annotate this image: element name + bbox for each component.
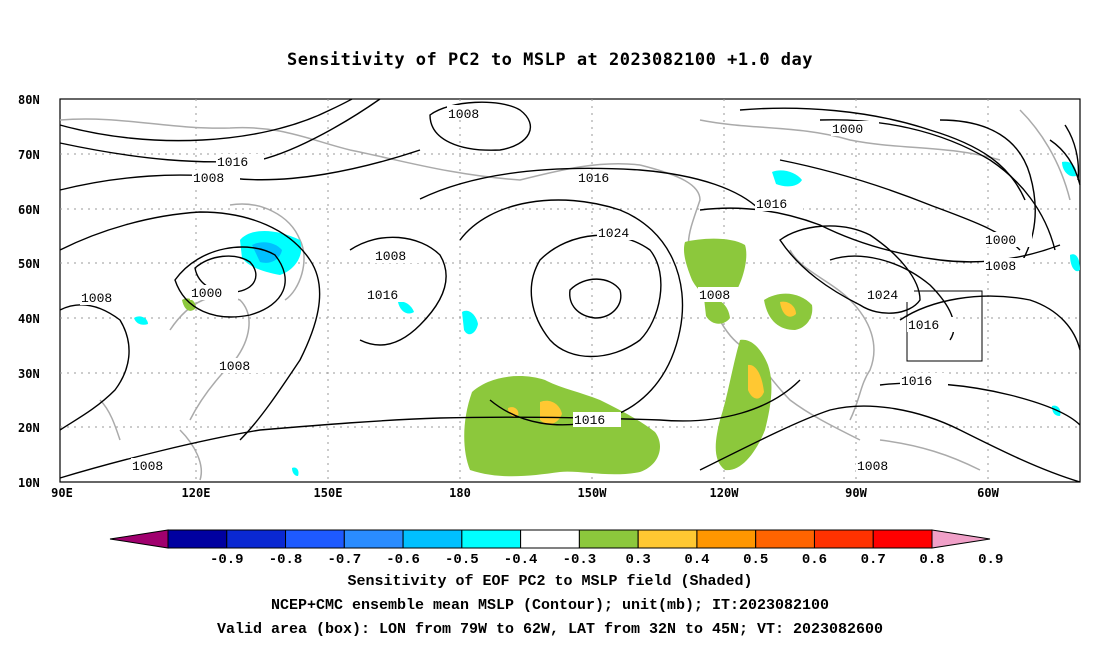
colorbar-box <box>167 529 228 549</box>
contour-label: 1016 <box>901 374 932 389</box>
colorbar-tick-label: 0.9 <box>978 552 1003 568</box>
contour-label: 1024 <box>598 226 629 241</box>
contour-label: 1008 <box>448 107 479 122</box>
colorbar-box <box>578 529 639 549</box>
lat-label: 30N <box>18 367 40 381</box>
lat-label: 20N <box>18 421 40 435</box>
colorbar-box <box>285 529 345 549</box>
lon-label: 150W <box>578 486 608 500</box>
lon-label: 90E <box>51 486 73 500</box>
colorbar-tick-label: -0.4 <box>504 552 538 568</box>
lon-label: 120E <box>182 486 211 500</box>
lat-label: 50N <box>18 257 40 271</box>
contour-label: 1008 <box>132 459 163 474</box>
contour-label: 1008 <box>857 459 888 474</box>
colorbar-tick-label: 0.7 <box>861 552 886 568</box>
contour-label: 1024 <box>867 288 898 303</box>
lon-label: 120W <box>710 486 740 500</box>
colorbar-box <box>637 529 698 549</box>
contour-label: 1016 <box>367 288 398 303</box>
colorbar-box <box>872 529 933 549</box>
contour-labels: 1008 1016 1008 1008 1000 1008 1008 1008 … <box>80 105 1032 474</box>
contour-label: 1000 <box>832 122 863 137</box>
contour-label: 1000 <box>191 286 222 301</box>
negative-patch <box>462 310 478 335</box>
positive-patch <box>464 376 660 477</box>
colorbar-tick-label: -0.3 <box>563 552 597 568</box>
lat-label: 60N <box>18 203 40 217</box>
positive-patch <box>683 238 747 302</box>
colorbar-tick-label: -0.6 <box>386 552 420 568</box>
shaded-sensitivity <box>134 161 1080 477</box>
footer-line-1: Sensitivity of EOF PC2 to MSLP field (Sh… <box>347 573 753 590</box>
colorbar-box <box>402 529 463 549</box>
contour-label: 1008 <box>219 359 250 374</box>
positive-patch <box>182 298 196 311</box>
negative-patch <box>252 242 282 263</box>
lon-label: 180 <box>449 486 471 500</box>
longitude-axis: 90E 120E 150E 180 150W 120W 90W 60W <box>51 486 999 500</box>
lat-label: 40N <box>18 312 40 326</box>
colorbar-tick-label: -0.5 <box>445 552 479 568</box>
colorbar-tick-label: 0.4 <box>684 552 709 568</box>
negative-patch <box>134 316 148 325</box>
colorbar-arrow-low <box>109 529 169 549</box>
colorbar-box <box>520 529 580 549</box>
negative-patch <box>1070 254 1080 272</box>
negative-patch <box>292 467 299 476</box>
negative-patch <box>398 301 414 314</box>
contour-label: 1016 <box>578 171 609 186</box>
positive-patch <box>780 301 796 317</box>
colorbar-tick-label: 0.8 <box>919 552 944 568</box>
positive-patch <box>704 297 730 324</box>
map-title: Sensitivity of PC2 to MSLP at 2023082100… <box>286 50 813 70</box>
contour-label: 1008 <box>81 291 112 306</box>
contour-label: 1008 <box>699 288 730 303</box>
latitude-axis: 80N 70N 60N 50N 40N 30N 20N 10N <box>18 93 40 490</box>
colorbar-tick-label: -0.7 <box>328 552 362 568</box>
contour-label: 1000 <box>985 233 1016 248</box>
lat-label: 70N <box>18 148 40 162</box>
footer-line-3: Valid area (box): LON from 79W to 62W, L… <box>216 621 884 638</box>
colorbar-tick-label: -0.9 <box>210 552 244 568</box>
positive-patch <box>748 364 764 399</box>
contour-label: 1016 <box>574 413 605 428</box>
contour-label: 1016 <box>756 197 787 212</box>
footer-line-2: NCEP+CMC ensemble mean MSLP (Contour); u… <box>270 597 830 614</box>
contour-label: 1008 <box>193 171 224 186</box>
lat-label: 10N <box>18 476 40 490</box>
positive-patch <box>540 400 562 425</box>
negative-patch <box>772 170 802 187</box>
colorbar-box <box>461 529 522 549</box>
colorbar-arrow-high <box>931 529 991 549</box>
colorbar-tick-label: -0.8 <box>269 552 303 568</box>
colorbar-box <box>813 529 874 549</box>
colorbar: -0.9 -0.8 -0.7 -0.6 -0.5 -0.4 -0.3 0.3 0.4 0.5 0.6… <box>109 529 1003 568</box>
lon-label: 150E <box>314 486 343 500</box>
colorbar-box <box>226 529 287 549</box>
colorbar-box <box>343 529 404 549</box>
lat-label: 80N <box>18 93 40 107</box>
contour-label: 1016 <box>908 318 939 333</box>
contour-label: 1008 <box>985 259 1016 274</box>
contour-label: 1008 <box>375 249 406 264</box>
colorbar-tick-label: 0.5 <box>743 552 768 568</box>
colorbar-box <box>696 529 757 549</box>
colorbar-tick-label: 0.3 <box>626 552 651 568</box>
lon-label: 60W <box>977 486 999 500</box>
lon-label: 90W <box>845 486 867 500</box>
colorbar-box <box>755 529 815 549</box>
contour-label: 1016 <box>217 155 248 170</box>
colorbar-tick-label: 0.6 <box>802 552 827 568</box>
